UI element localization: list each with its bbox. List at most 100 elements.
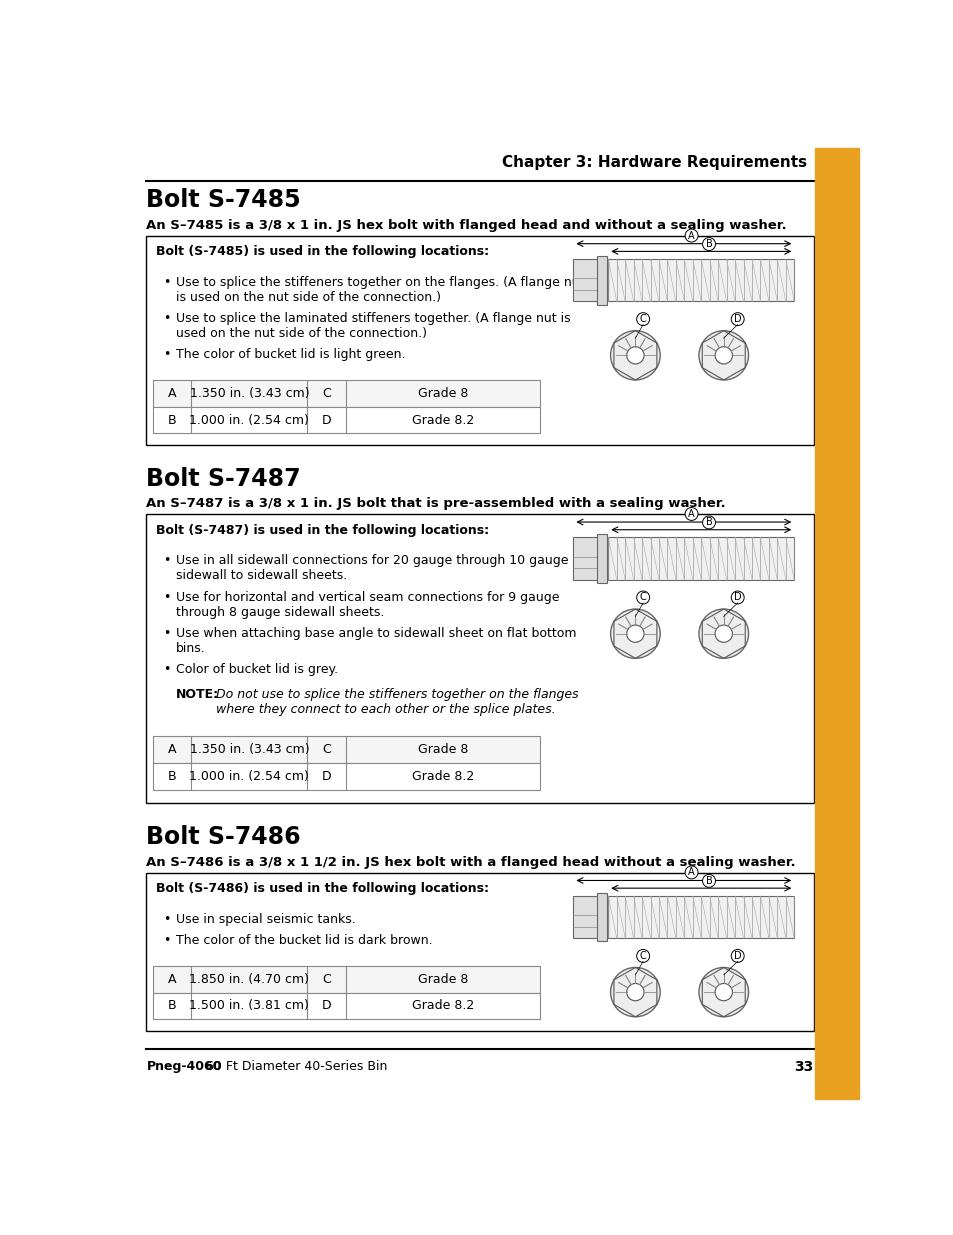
Circle shape	[699, 967, 748, 1016]
Text: An S–7486 is a 3/8 x 1 1/2 in. JS hex bolt with a flanged head without a sealing: An S–7486 is a 3/8 x 1 1/2 in. JS hex bo…	[146, 856, 795, 869]
Text: D: D	[733, 593, 740, 603]
Text: Pneg-4060: Pneg-4060	[146, 1061, 221, 1073]
Text: sidewall to sidewall sheets.: sidewall to sidewall sheets.	[175, 569, 347, 583]
Bar	[573, 895, 608, 939]
Circle shape	[610, 331, 659, 380]
Text: An S–7485 is a 3/8 x 1 in. JS hex bolt with flanged head and without a sealing w: An S–7485 is a 3/8 x 1 in. JS hex bolt w…	[146, 219, 786, 232]
Circle shape	[610, 967, 659, 1016]
Text: B: B	[705, 517, 712, 527]
Bar	[815, 148, 858, 1099]
Bar	[152, 406, 539, 433]
Bar	[608, 895, 794, 939]
Bar	[597, 535, 606, 583]
Text: A: A	[168, 743, 176, 756]
Bar	[573, 537, 608, 579]
Circle shape	[626, 347, 643, 364]
Text: where they connect to each other or the splice plates.: where they connect to each other or the …	[216, 703, 556, 716]
Text: Use for horizontal and vertical seam connections for 9 gauge: Use for horizontal and vertical seam con…	[175, 590, 558, 604]
Bar	[152, 763, 539, 789]
Text: •: •	[163, 913, 171, 926]
Text: •: •	[163, 275, 171, 289]
Text: Bolt S-7487: Bolt S-7487	[146, 467, 301, 490]
Circle shape	[626, 625, 643, 642]
Text: Grade 8: Grade 8	[417, 387, 468, 400]
Text: D: D	[321, 414, 332, 427]
Bar	[146, 873, 813, 1031]
Text: 33: 33	[793, 1060, 812, 1073]
Text: The color of the bucket lid is dark brown.: The color of the bucket lid is dark brow…	[175, 934, 432, 947]
Text: The color of bucket lid is light green.: The color of bucket lid is light green.	[175, 348, 405, 362]
Text: Bolt (S-7486) is used in the following locations:: Bolt (S-7486) is used in the following l…	[155, 882, 488, 895]
Text: 1.350 in. (3.43 cm): 1.350 in. (3.43 cm)	[190, 743, 309, 756]
Text: 60 Ft Diameter 40-Series Bin: 60 Ft Diameter 40-Series Bin	[202, 1061, 387, 1073]
Circle shape	[715, 347, 732, 364]
Text: Bolt (S-7485) is used in the following locations:: Bolt (S-7485) is used in the following l…	[155, 246, 488, 258]
Text: used on the nut side of the connection.): used on the nut side of the connection.)	[175, 327, 426, 340]
Circle shape	[699, 331, 748, 380]
Text: Do not use to splice the stiffeners together on the flanges: Do not use to splice the stiffeners toge…	[216, 688, 578, 701]
Text: Use to splice the laminated stiffeners together. (A flange nut is: Use to splice the laminated stiffeners t…	[175, 312, 570, 325]
Bar	[152, 966, 539, 993]
Text: C: C	[322, 973, 331, 986]
Text: NOTE:: NOTE:	[175, 688, 219, 701]
Bar	[152, 380, 539, 406]
Text: A: A	[168, 973, 176, 986]
Text: Use when attaching base angle to sidewall sheet on flat bottom: Use when attaching base angle to sidewal…	[175, 626, 576, 640]
Text: B: B	[168, 769, 176, 783]
Text: •: •	[163, 312, 171, 325]
Text: •: •	[163, 348, 171, 362]
Text: Grade 8.2: Grade 8.2	[412, 414, 474, 427]
Text: C: C	[322, 743, 331, 756]
Text: •: •	[163, 663, 171, 676]
Text: A: A	[687, 231, 694, 241]
Text: A: A	[687, 867, 694, 877]
Text: B: B	[168, 414, 176, 427]
Bar	[146, 514, 813, 804]
Text: C: C	[639, 593, 646, 603]
Text: Color of bucket lid is grey.: Color of bucket lid is grey.	[175, 663, 337, 676]
Circle shape	[610, 609, 659, 658]
Text: Chapter 3: Hardware Requirements: Chapter 3: Hardware Requirements	[502, 154, 806, 169]
Text: D: D	[321, 999, 332, 1013]
Bar	[608, 537, 794, 579]
Text: •: •	[163, 626, 171, 640]
Text: •: •	[163, 555, 171, 567]
Text: Bolt (S-7487) is used in the following locations:: Bolt (S-7487) is used in the following l…	[155, 524, 488, 536]
Text: Grade 8: Grade 8	[417, 973, 468, 986]
Bar	[597, 893, 606, 941]
Text: Grade 8.2: Grade 8.2	[412, 999, 474, 1013]
Text: 1.850 in. (4.70 cm): 1.850 in. (4.70 cm)	[189, 973, 309, 986]
Text: 1.000 in. (2.54 cm): 1.000 in. (2.54 cm)	[190, 414, 309, 427]
Text: B: B	[168, 999, 176, 1013]
Text: B: B	[705, 240, 712, 249]
Text: Use to splice the stiffeners together on the flanges. (A flange nut: Use to splice the stiffeners together on…	[175, 275, 583, 289]
Text: through 8 gauge sidewall sheets.: through 8 gauge sidewall sheets.	[175, 605, 384, 619]
Text: 1.350 in. (3.43 cm): 1.350 in. (3.43 cm)	[190, 387, 309, 400]
Bar	[152, 736, 539, 763]
Text: 1.000 in. (2.54 cm): 1.000 in. (2.54 cm)	[190, 769, 309, 783]
Text: A: A	[687, 509, 694, 519]
Text: Bolt S-7485: Bolt S-7485	[146, 188, 301, 212]
Bar	[573, 259, 608, 301]
Text: D: D	[321, 769, 332, 783]
Text: B: B	[705, 876, 712, 885]
Text: is used on the nut side of the connection.): is used on the nut side of the connectio…	[175, 291, 440, 304]
Bar	[146, 236, 813, 445]
Bar	[597, 256, 606, 305]
Text: •: •	[163, 934, 171, 947]
Text: C: C	[322, 387, 331, 400]
Text: Use in all sidewall connections for 20 gauge through 10 gauge: Use in all sidewall connections for 20 g…	[175, 555, 568, 567]
Text: C: C	[639, 314, 646, 324]
Text: •: •	[163, 590, 171, 604]
Circle shape	[626, 983, 643, 1000]
Text: Bolt S-7486: Bolt S-7486	[146, 825, 301, 848]
Text: 1.500 in. (3.81 cm): 1.500 in. (3.81 cm)	[190, 999, 309, 1013]
Text: Use in special seismic tanks.: Use in special seismic tanks.	[175, 913, 355, 926]
Text: D: D	[733, 951, 740, 961]
Text: C: C	[639, 951, 646, 961]
Text: D: D	[733, 314, 740, 324]
Bar	[152, 993, 539, 1019]
Text: Grade 8: Grade 8	[417, 743, 468, 756]
Text: An S–7487 is a 3/8 x 1 in. JS bolt that is pre-assembled with a sealing washer.: An S–7487 is a 3/8 x 1 in. JS bolt that …	[146, 498, 725, 510]
Text: A: A	[168, 387, 176, 400]
